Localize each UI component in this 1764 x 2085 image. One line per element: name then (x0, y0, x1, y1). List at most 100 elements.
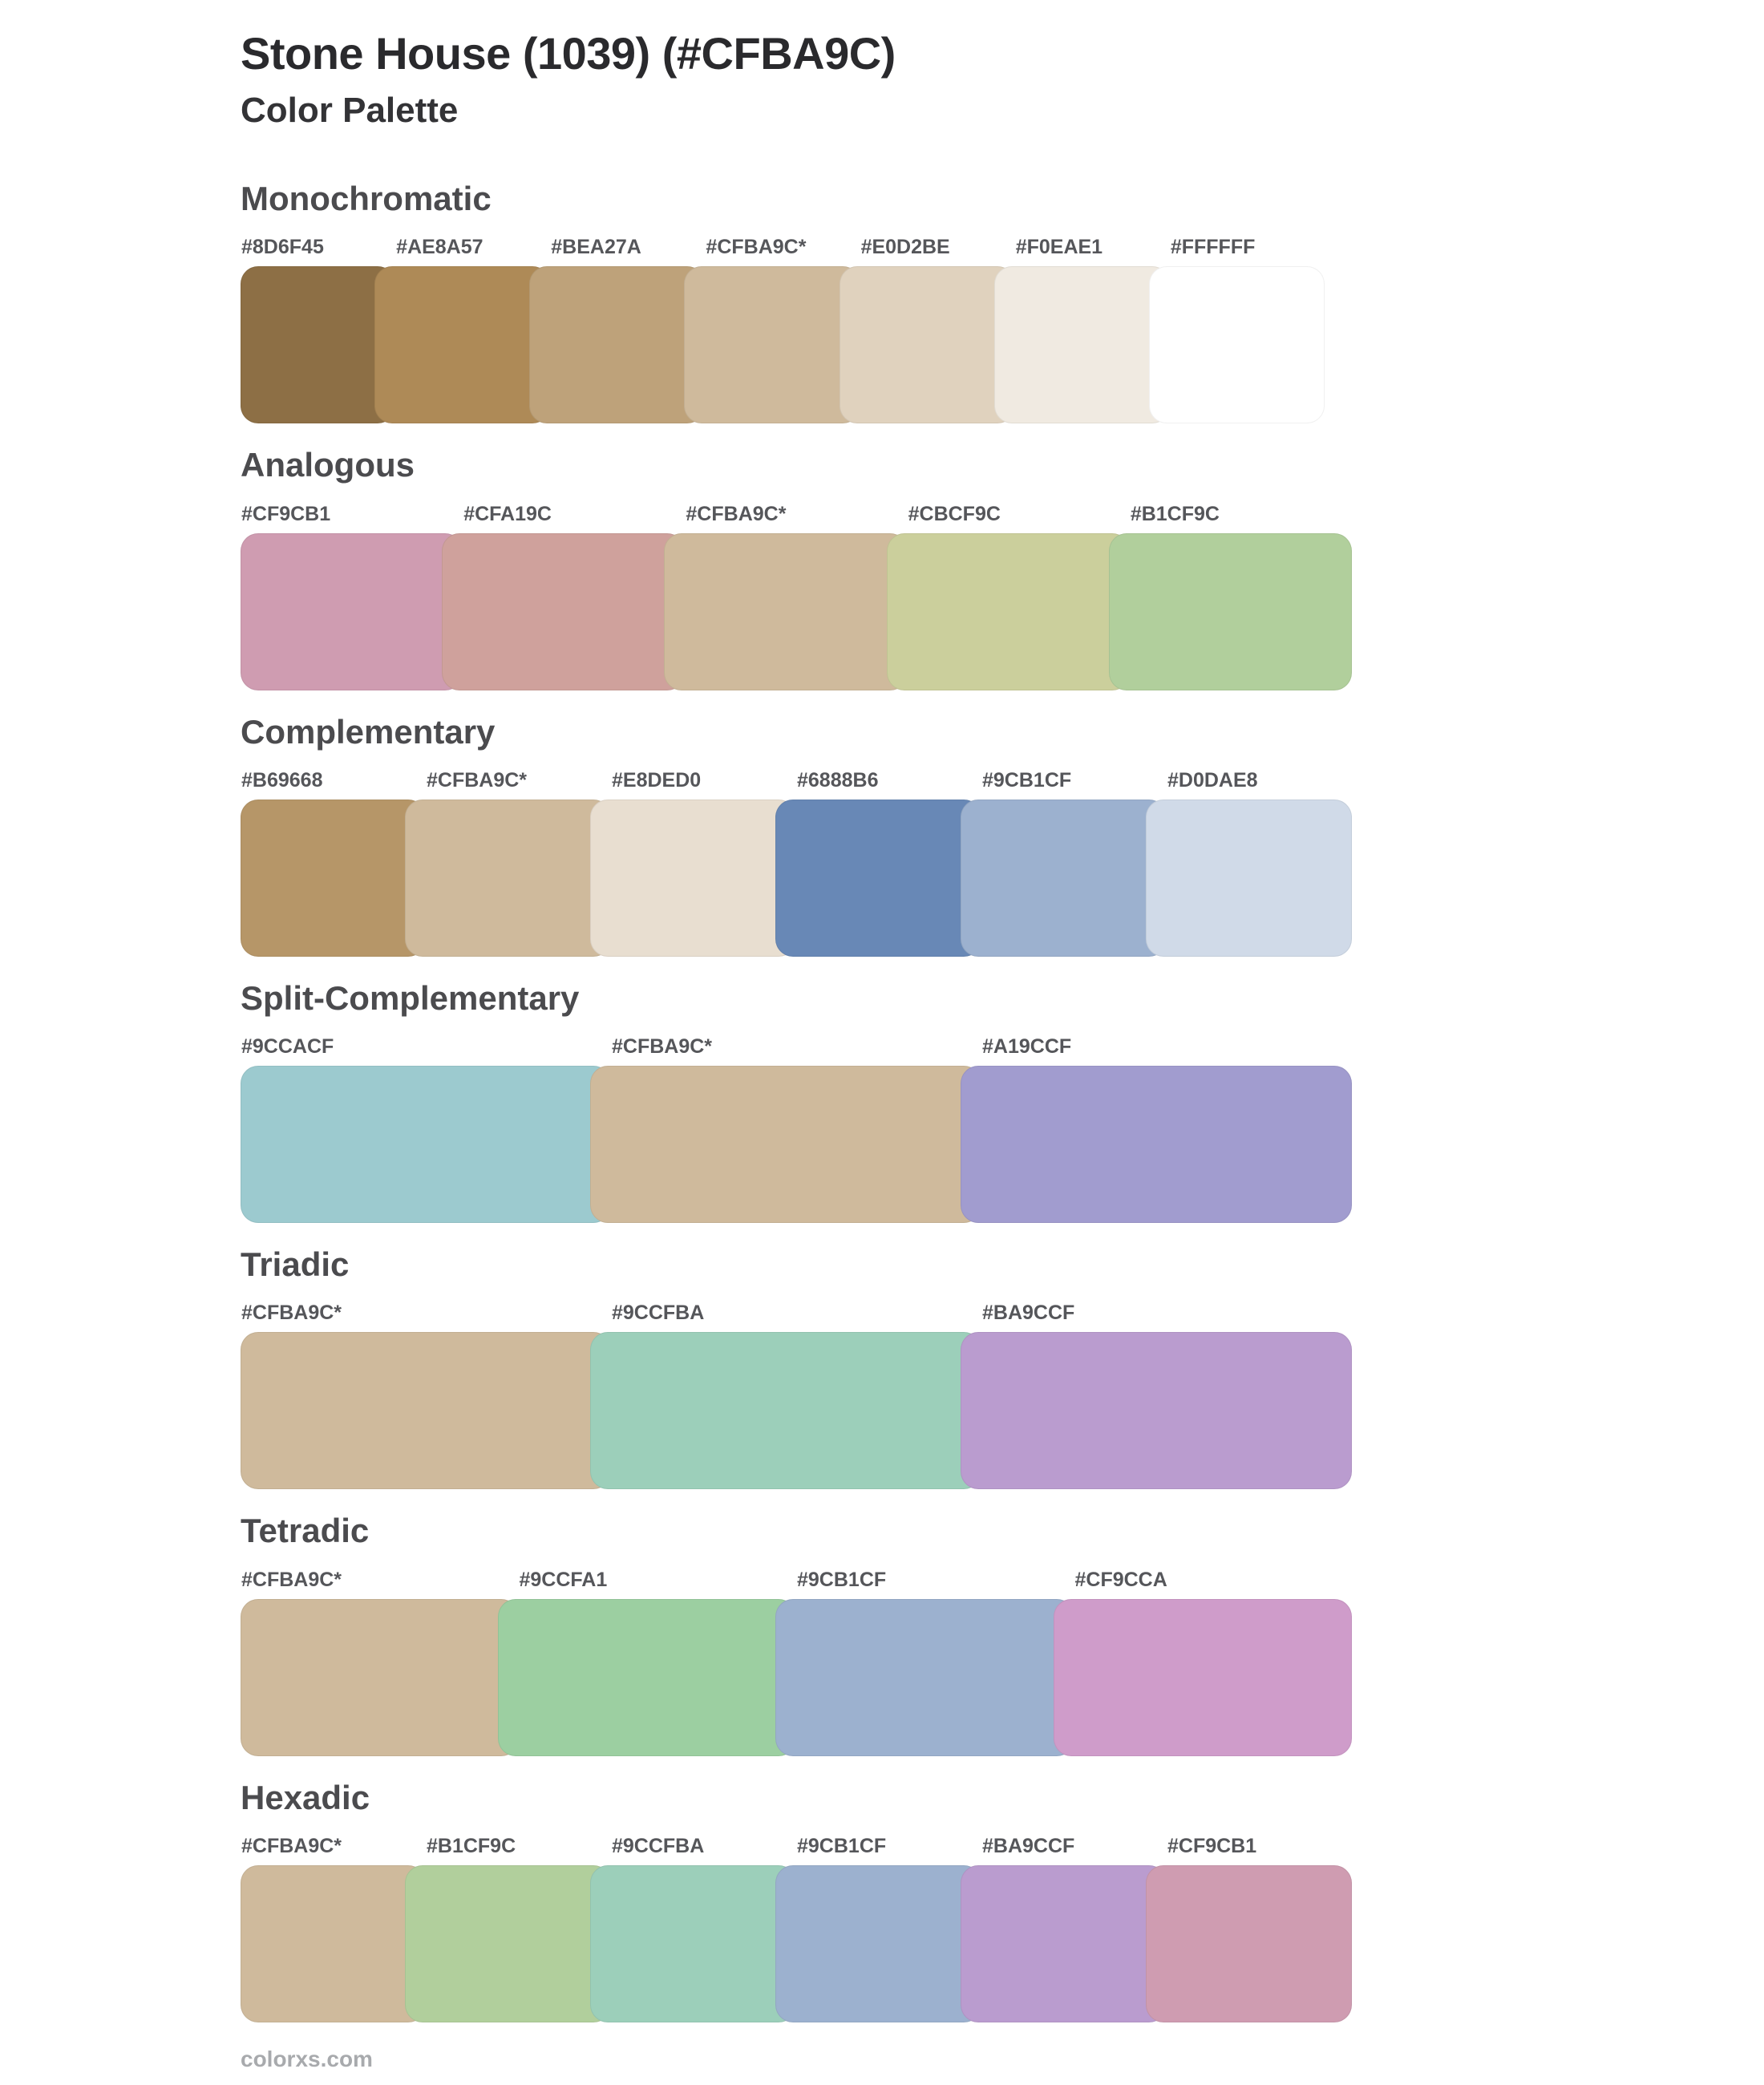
swatch-hex-label: #E0D2BE (860, 236, 950, 259)
color-swatch[interactable] (590, 1332, 981, 1490)
color-swatch[interactable] (405, 1865, 611, 2023)
page-subtitle: Color Palette (241, 90, 459, 130)
palette-section-complementary: Complementary #B69668 #CFBA9C* #E8DED0 #688… (241, 713, 1764, 957)
color-swatch[interactable] (590, 1066, 981, 1224)
color-swatch[interactable] (993, 266, 1170, 424)
color-swatch[interactable] (442, 532, 686, 690)
swatch-hex-label: #F0EAE1 (1015, 236, 1103, 259)
color-swatch[interactable] (497, 1598, 796, 1756)
color-swatch[interactable] (775, 1598, 1074, 1756)
swatch-cell: #BA9CCF (961, 1835, 1167, 2023)
swatch-hex-label: #BA9CCF (982, 1302, 1075, 1325)
swatch-cell: #9CCACF (241, 1035, 611, 1224)
swatch-cell: #BEA27A (529, 236, 706, 424)
swatch-cell: #CF9CB1 (241, 503, 463, 690)
section-title: Triadic (241, 1245, 350, 1284)
color-swatch[interactable] (241, 1332, 611, 1490)
swatch-hex-label: #6888B6 (797, 768, 879, 791)
color-swatch[interactable] (1108, 532, 1353, 690)
color-swatch[interactable] (1053, 1598, 1352, 1756)
section-title: Analogous (241, 446, 415, 484)
swatch-row: #CFBA9C* #9CCFA1 #9CB1CF #CF9CCA (241, 1569, 1352, 1756)
page-title: Stone House (1039) (#CFBA9C) (241, 28, 896, 79)
swatch-hex-label: #CFA19C (463, 502, 552, 525)
color-swatch[interactable] (590, 799, 796, 957)
section-title: Complementary (241, 712, 496, 751)
swatch-cell: #CFA19C (442, 502, 686, 690)
color-swatch[interactable] (886, 532, 1130, 690)
swatch-hex-label: #8D6F45 (241, 236, 324, 259)
swatch-cell: #D0DAE8 (1146, 768, 1352, 957)
swatch-cell: #CFBA9C* (241, 1835, 426, 2023)
swatch-hex-label: #9CB1CF (797, 1568, 887, 1591)
palette-section-hexadic: Hexadic #CFBA9C* #B1CF9C #9CCFBA #9CB1CF #BA… (241, 1779, 1764, 2023)
color-swatch[interactable] (529, 266, 706, 424)
swatch-hex-label: #CFBA9C* (612, 1035, 713, 1059)
swatch-hex-label: #9CCFBA (612, 1302, 705, 1325)
swatch-cell: #CFBA9C* (241, 1302, 611, 1490)
swatch-hex-label: #CFBA9C* (241, 1302, 342, 1325)
swatch-hex-label: #D0DAE8 (1167, 768, 1258, 791)
swatch-hex-label: #AE8A57 (396, 236, 483, 259)
swatch-cell: #AE8A57 (374, 236, 551, 424)
swatch-cell: #E8DED0 (590, 768, 796, 957)
color-swatch[interactable] (839, 266, 1015, 424)
color-swatch[interactable] (241, 1598, 519, 1756)
swatch-cell: #CBCF9C (886, 502, 1130, 690)
color-swatch[interactable] (590, 1865, 796, 2023)
color-swatch[interactable] (1146, 1865, 1352, 2023)
swatch-hex-label: #9CCACF (241, 1035, 334, 1059)
color-swatch[interactable] (374, 266, 551, 424)
palette-section-monochromatic: Monochromatic #8D6F45 #AE8A57 #BEA27A #CFBA… (241, 180, 1764, 424)
color-swatch[interactable] (961, 799, 1167, 957)
swatch-cell: #A19CCF (961, 1035, 1352, 1224)
color-swatch[interactable] (664, 532, 908, 690)
swatch-cell: #CF9CB1 (1146, 1835, 1352, 2023)
color-swatch[interactable] (241, 799, 426, 957)
palette-section-split-complementary: Split-Complementary #9CCACF #CFBA9C* #A19C… (241, 979, 1764, 1224)
swatch-hex-label: #CBCF9C (908, 502, 1001, 525)
color-swatch[interactable] (961, 1865, 1167, 2023)
swatch-hex-label: #BEA27A (551, 236, 641, 259)
color-swatch[interactable] (241, 1066, 611, 1224)
swatch-cell: #9CB1CF (775, 1835, 981, 2023)
swatch-hex-label: #B1CF9C (427, 1835, 516, 1858)
swatch-row: #CF9CB1 #CFA19C #CFBA9C* #CBCF9C #B1CF9C (241, 502, 1353, 690)
swatch-cell: #FFFFFF (1148, 236, 1325, 424)
swatch-hex-label: #BA9CCF (982, 1835, 1075, 1858)
color-swatch[interactable] (684, 266, 860, 424)
swatch-hex-label: #E8DED0 (612, 768, 702, 791)
swatch-cell: #9CCFBA (590, 1835, 796, 2023)
color-swatch[interactable] (775, 1865, 981, 2023)
color-swatch[interactable] (1148, 266, 1325, 424)
swatch-hex-label: #A19CCF (982, 1035, 1072, 1059)
color-swatch[interactable] (1146, 799, 1352, 957)
swatch-cell: #6888B6 (775, 768, 981, 957)
swatch-cell: #B69668 (241, 769, 426, 957)
swatch-cell: #CFBA9C* (684, 236, 860, 424)
swatch-cell: #B1CF9C (405, 1835, 611, 2023)
swatch-cell: #F0EAE1 (993, 236, 1170, 424)
palette-sections: Monochromatic #8D6F45 #AE8A57 #BEA27A #CFBA… (241, 180, 1764, 2023)
swatch-cell: #9CB1CF (961, 769, 1167, 957)
swatch-cell: #CFBA9C* (405, 768, 611, 957)
color-swatch[interactable] (775, 799, 981, 957)
color-swatch[interactable] (961, 1066, 1352, 1224)
swatch-hex-label: #9CCFA1 (519, 1568, 608, 1591)
swatch-hex-label: #9CB1CF (797, 1835, 887, 1858)
swatch-row: #B69668 #CFBA9C* #E8DED0 #6888B6 #9CB1CF #D0D… (241, 769, 1352, 957)
swatch-cell: #8D6F45 (241, 236, 396, 424)
color-swatch[interactable] (961, 1332, 1352, 1490)
swatch-hex-label: #CF9CB1 (241, 502, 331, 525)
color-swatch[interactable] (241, 1865, 426, 2023)
palette-section-triadic: Triadic #CFBA9C* #9CCFBA #BA9CCF (241, 1245, 1764, 1490)
swatch-cell: #CFBA9C* (241, 1569, 519, 1756)
swatch-cell: #CFBA9C* (590, 1035, 981, 1224)
color-swatch[interactable] (405, 799, 611, 957)
swatch-cell: #CF9CCA (1053, 1569, 1352, 1756)
color-swatch[interactable] (241, 532, 463, 690)
swatch-hex-label: #CFBA9C* (427, 768, 528, 791)
color-swatch[interactable] (241, 266, 396, 424)
swatch-row: #8D6F45 #AE8A57 #BEA27A #CFBA9C* #E0D2BE #F0E… (241, 236, 1325, 424)
swatch-hex-label: #CFBA9C* (706, 236, 807, 259)
